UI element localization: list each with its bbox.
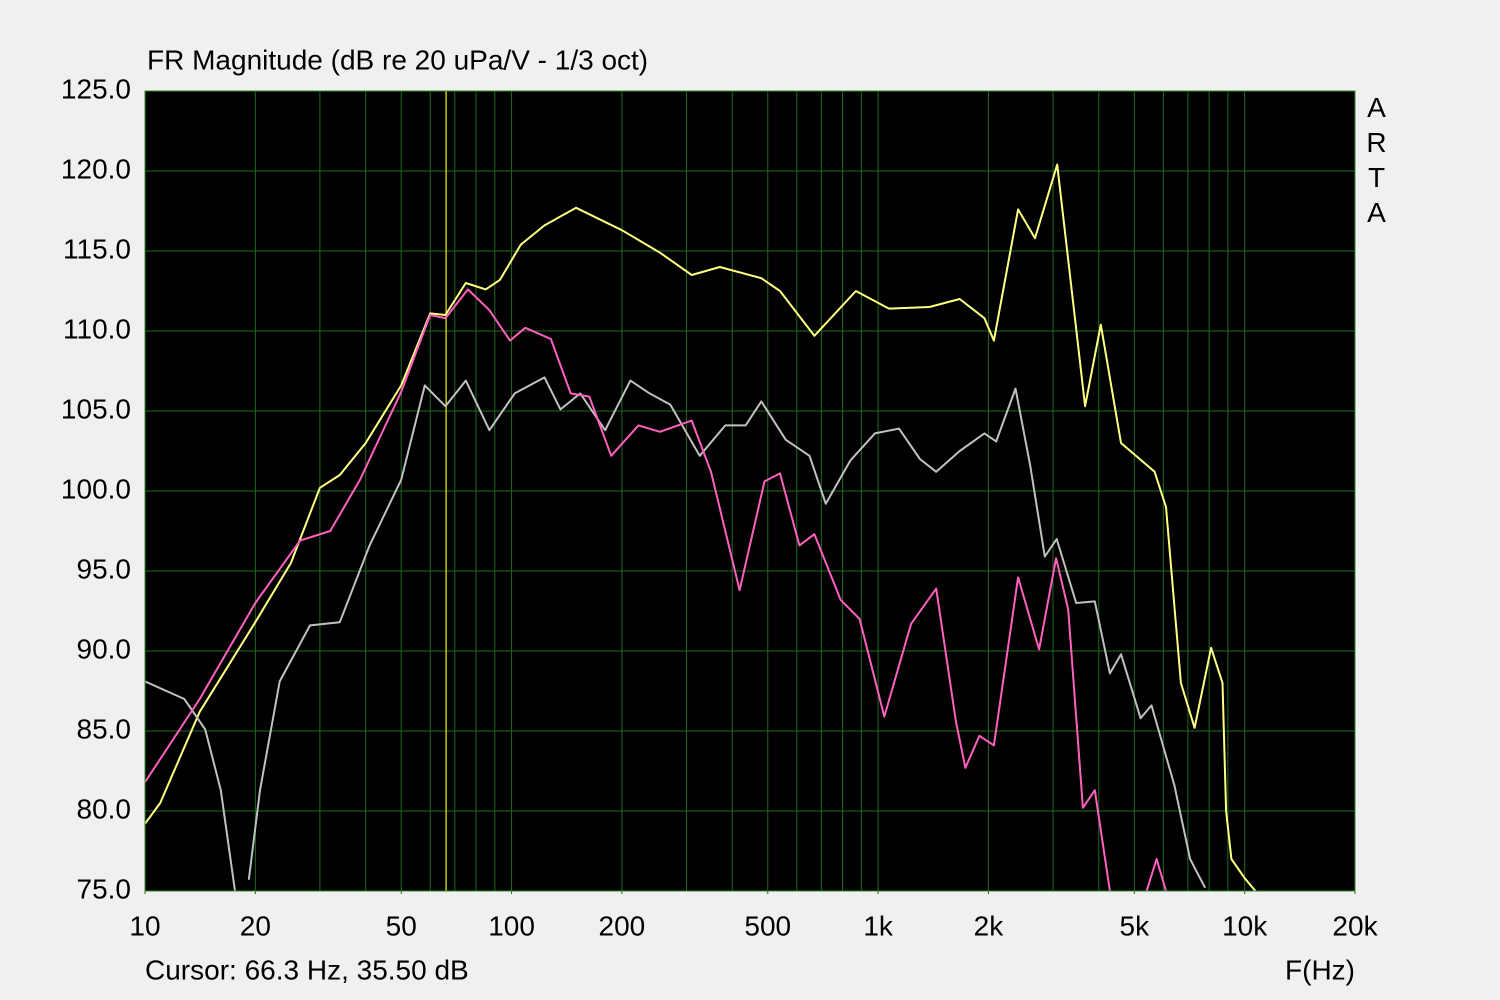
plot-lines <box>145 163 1257 891</box>
series-line <box>145 376 1206 891</box>
x-tick-label: 5k <box>1120 910 1151 941</box>
y-tick-label: 85.0 <box>77 713 132 744</box>
chart-title: FR Magnitude (dB re 20 uPa/V - 1/3 oct) <box>147 44 648 75</box>
y-tick-label: 75.0 <box>77 873 132 904</box>
series-line <box>145 163 1257 891</box>
x-tick-label: 200 <box>599 910 646 941</box>
x-tick-label: 1k <box>863 910 894 941</box>
plot-border <box>144 90 1356 892</box>
series-line <box>145 288 1167 891</box>
x-tick-label: 500 <box>744 910 791 941</box>
watermark: ARTA <box>1361 92 1392 232</box>
y-tick-label: 115.0 <box>63 233 131 264</box>
x-tick-label: 20k <box>1332 910 1378 941</box>
y-tick-label: 95.0 <box>77 553 132 584</box>
x-tick-label: 100 <box>488 910 535 941</box>
x-tick-label: 2k <box>974 910 1005 941</box>
y-tick-label: 105.0 <box>61 393 131 424</box>
y-tick-label: 125.0 <box>61 73 131 104</box>
y-tick-label: 100.0 <box>61 473 131 504</box>
cursor-readout: Cursor: 66.3 Hz, 35.50 dB <box>145 954 469 985</box>
y-tick-label: 120.0 <box>61 153 131 184</box>
x-tick-label: 10k <box>1222 910 1268 941</box>
x-tick-label: 10 <box>129 910 160 941</box>
x-tick-label: 20 <box>240 910 271 941</box>
y-tick-label: 80.0 <box>77 793 132 824</box>
x-axis-label: F(Hz) <box>1285 954 1355 985</box>
y-tick-label: 90.0 <box>77 633 132 664</box>
x-tick-label: 50 <box>386 910 417 941</box>
y-tick-label: 110.0 <box>63 313 131 344</box>
